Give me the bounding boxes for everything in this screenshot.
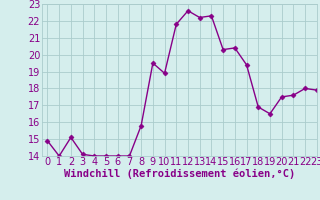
X-axis label: Windchill (Refroidissement éolien,°C): Windchill (Refroidissement éolien,°C) — [64, 169, 295, 179]
